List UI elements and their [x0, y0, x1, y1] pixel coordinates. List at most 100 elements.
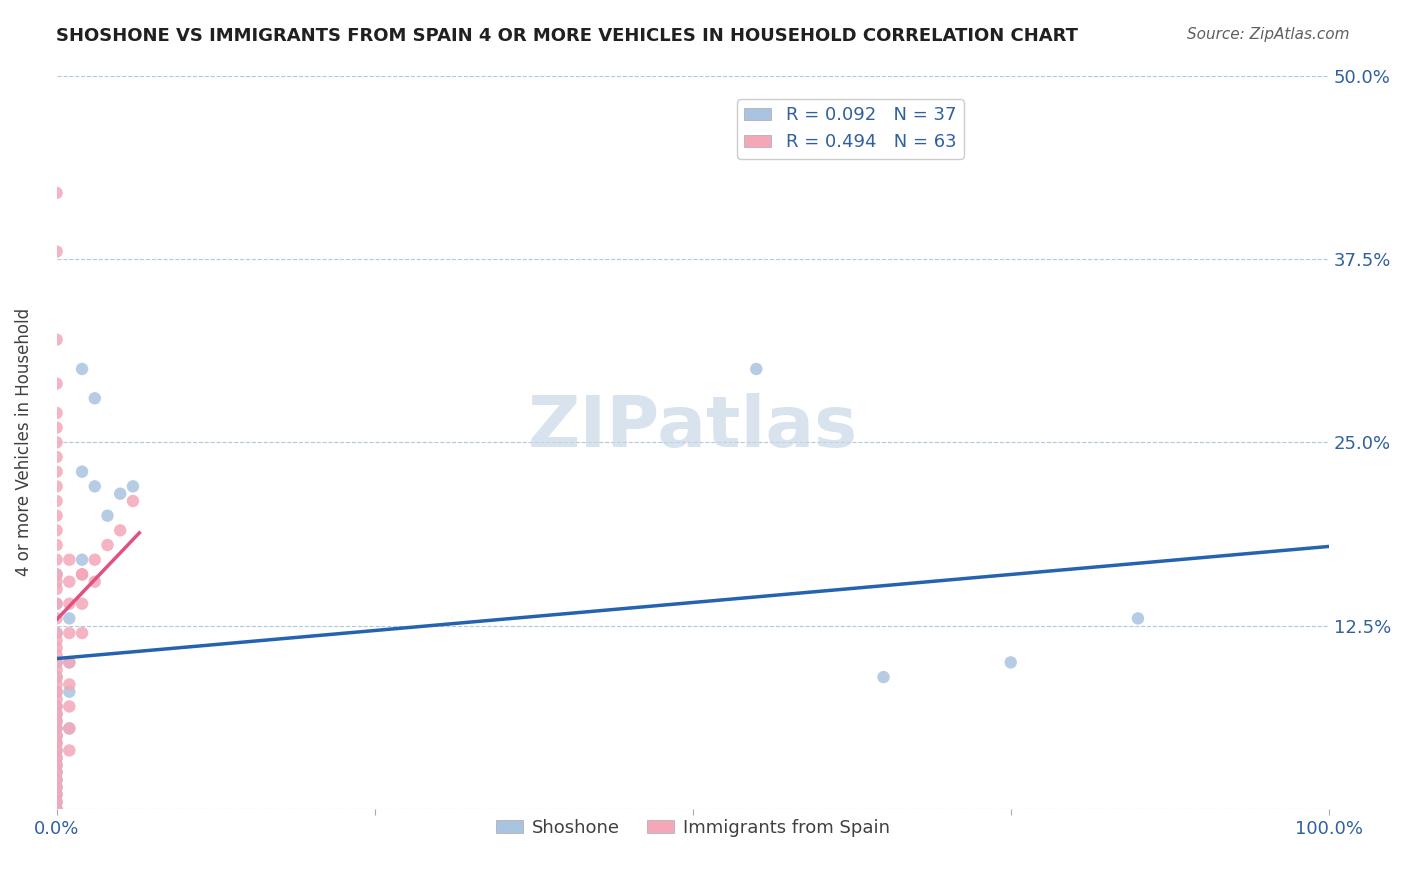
Point [45, 692, 67, 706]
Point [45, 648, 67, 662]
Point [45, 376, 67, 391]
Point [45, 795, 67, 809]
Point [45, 186, 67, 200]
Point [45, 706, 67, 721]
Point [45, 656, 67, 670]
Point [45, 685, 67, 699]
Point [45, 772, 67, 787]
Point [1126, 611, 1149, 625]
Point [45, 524, 67, 538]
Point [45, 788, 67, 802]
Point [70, 597, 93, 611]
Point [70, 567, 93, 582]
Point [45, 795, 67, 809]
Point [70, 465, 93, 479]
Point [45, 538, 67, 552]
Point [58, 626, 80, 640]
Point [1000, 656, 1022, 670]
Point [45, 685, 67, 699]
Point [58, 685, 80, 699]
Point [45, 494, 67, 508]
Point [122, 479, 145, 493]
Point [45, 611, 67, 625]
Point [45, 699, 67, 714]
Point [745, 362, 768, 376]
Point [45, 552, 67, 566]
Point [45, 780, 67, 794]
Point [45, 758, 67, 772]
Point [45, 722, 67, 736]
Point [58, 722, 80, 736]
Point [58, 574, 80, 589]
Point [45, 736, 67, 750]
Point [45, 802, 67, 816]
Point [45, 420, 67, 434]
Point [45, 656, 67, 670]
Point [45, 706, 67, 721]
Point [45, 640, 67, 655]
Point [45, 780, 67, 794]
Point [45, 450, 67, 464]
Point [58, 743, 80, 757]
Point [45, 633, 67, 648]
Point [45, 788, 67, 802]
Point [45, 743, 67, 757]
Point [45, 244, 67, 259]
Point [45, 677, 67, 691]
Point [45, 751, 67, 765]
Point [45, 772, 67, 787]
Y-axis label: 4 or more Vehicles in Household: 4 or more Vehicles in Household [15, 309, 32, 576]
Point [45, 729, 67, 743]
Point [70, 567, 93, 582]
Point [70, 626, 93, 640]
Point [45, 435, 67, 450]
Point [45, 736, 67, 750]
Point [110, 486, 132, 500]
Point [45, 699, 67, 714]
Point [45, 722, 67, 736]
Point [45, 465, 67, 479]
Point [58, 656, 80, 670]
Point [58, 656, 80, 670]
Text: SHOSHONE VS IMMIGRANTS FROM SPAIN 4 OR MORE VEHICLES IN HOUSEHOLD CORRELATION CH: SHOSHONE VS IMMIGRANTS FROM SPAIN 4 OR M… [56, 27, 1078, 45]
Point [45, 479, 67, 493]
Point [872, 670, 894, 684]
Point [122, 494, 145, 508]
Point [45, 574, 67, 589]
Point [45, 743, 67, 757]
Point [45, 663, 67, 677]
Text: Source: ZipAtlas.com: Source: ZipAtlas.com [1187, 27, 1350, 42]
Point [45, 626, 67, 640]
Point [96, 538, 118, 552]
Point [45, 758, 67, 772]
Point [45, 714, 67, 728]
Point [45, 597, 67, 611]
Point [45, 333, 67, 347]
Point [45, 582, 67, 596]
Text: ZIPatlas: ZIPatlas [527, 393, 858, 462]
Point [70, 362, 93, 376]
Point [45, 765, 67, 780]
Point [58, 552, 80, 566]
Point [58, 611, 80, 625]
Point [110, 524, 132, 538]
Point [96, 508, 118, 523]
Point [45, 626, 67, 640]
Point [45, 406, 67, 420]
Point [45, 567, 67, 582]
Point [83, 552, 105, 566]
Point [45, 508, 67, 523]
Point [58, 699, 80, 714]
Point [58, 597, 80, 611]
Point [45, 597, 67, 611]
Point [45, 751, 67, 765]
Point [45, 670, 67, 684]
Point [45, 714, 67, 728]
Point [45, 729, 67, 743]
Point [58, 722, 80, 736]
Point [45, 765, 67, 780]
Point [83, 479, 105, 493]
Point [70, 552, 93, 566]
Legend: Shoshone, Immigrants from Spain: Shoshone, Immigrants from Spain [488, 812, 897, 844]
Point [45, 567, 67, 582]
